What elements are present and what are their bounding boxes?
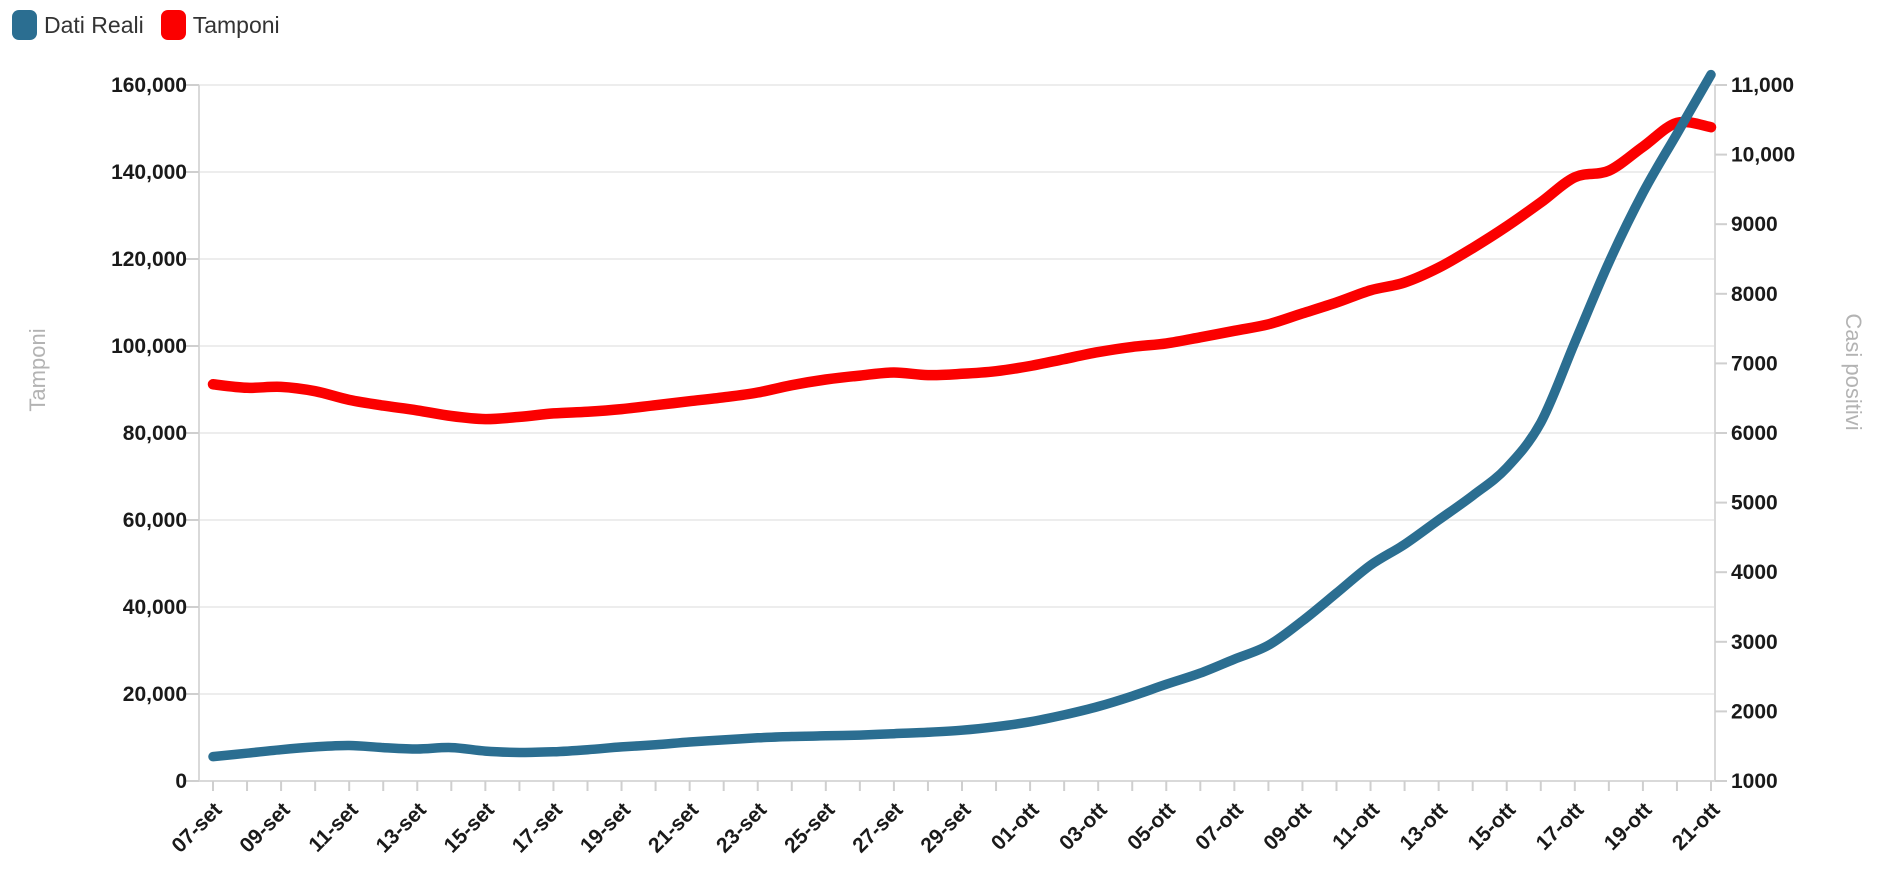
left-tick-label: 140,000 <box>111 161 187 184</box>
x-tick-label: 21-ott <box>1668 798 1725 855</box>
right-tick-label: 1000 <box>1731 770 1778 793</box>
x-tick-label: 17-ott <box>1532 798 1589 855</box>
x-tick-label: 23-set <box>712 798 771 857</box>
x-tick-label: 09-set <box>235 798 294 857</box>
x-tick-label: 29-set <box>916 798 975 857</box>
left-tick-label: 160,000 <box>111 74 187 97</box>
right-tick-label: 7000 <box>1731 352 1778 375</box>
legend: Dati Reali Tamponi <box>12 10 280 40</box>
left-tick-label: 120,000 <box>111 248 187 271</box>
left-tick-label: 60,000 <box>123 509 187 532</box>
left-tick-label: 20,000 <box>123 683 187 706</box>
x-tick-label: 05-ott <box>1123 798 1180 855</box>
x-tick-label: 17-set <box>508 798 567 857</box>
tick-marks <box>186 84 1727 791</box>
series-lines <box>207 69 1717 762</box>
left-tick-label: 80,000 <box>123 422 187 445</box>
x-tick-label: 11-ott <box>1328 798 1384 854</box>
legend-item-label: Tamponi <box>192 11 280 38</box>
gridlines <box>199 84 1715 695</box>
x-tick-label: 19-ott <box>1600 798 1657 855</box>
right-tick-label: 6000 <box>1731 422 1778 445</box>
right-axis-title: Casi positivi <box>1841 313 1866 430</box>
right-tick-label: 4000 <box>1731 561 1778 584</box>
right-tick-label: 5000 <box>1731 492 1778 515</box>
legend-swatch-tamponi <box>160 10 186 40</box>
right-tick-label: 10,000 <box>1731 144 1795 167</box>
left-tick-label: 0 <box>175 770 187 793</box>
right-tick-label: 2000 <box>1731 700 1778 723</box>
right-tick-label: 3000 <box>1731 631 1778 654</box>
right-tick-label: 11,000 <box>1731 74 1794 97</box>
left-axis-title: Tamponi <box>25 328 50 411</box>
x-tick-label: 13-ott <box>1395 798 1452 855</box>
x-tick-label: 03-ott <box>1055 798 1112 855</box>
legend-swatch-dati-reali <box>12 10 37 40</box>
series-line-tamponi <box>207 116 1717 425</box>
right-tick-label: 8000 <box>1731 283 1778 306</box>
x-tick-label: 01-ott <box>987 798 1044 855</box>
right-tick-label: 9000 <box>1731 213 1778 236</box>
x-tick-label: 07-ott <box>1191 798 1248 855</box>
x-tick-label: 15-ott <box>1464 798 1521 855</box>
x-tick-label: 07-set <box>167 798 226 857</box>
legend-item-tamponi[interactable]: Tamponi <box>160 10 280 40</box>
legend-item-dati-reali[interactable]: Dati Reali <box>12 10 144 40</box>
x-tick-label: 09-ott <box>1259 798 1316 855</box>
x-tick-label: 13-set <box>372 798 431 857</box>
left-tick-label: 100,000 <box>111 335 187 358</box>
left-tick-label: 40,000 <box>123 596 187 619</box>
x-tick-label: 27-set <box>848 798 907 857</box>
x-tick-label: 19-set <box>576 798 635 857</box>
tick-labels: 0 20,000 40,000 60,000 80,000 100,000 120,000 1… <box>111 74 1795 857</box>
x-tick-label: 11-set <box>304 798 362 856</box>
x-tick-label: 15-set <box>440 798 499 857</box>
x-tick-label: 25-set <box>780 798 839 857</box>
series-line-dati-reali <box>208 69 1716 762</box>
x-tick-label: 21-set <box>644 798 703 857</box>
legend-item-label: Dati Reali <box>44 11 144 38</box>
